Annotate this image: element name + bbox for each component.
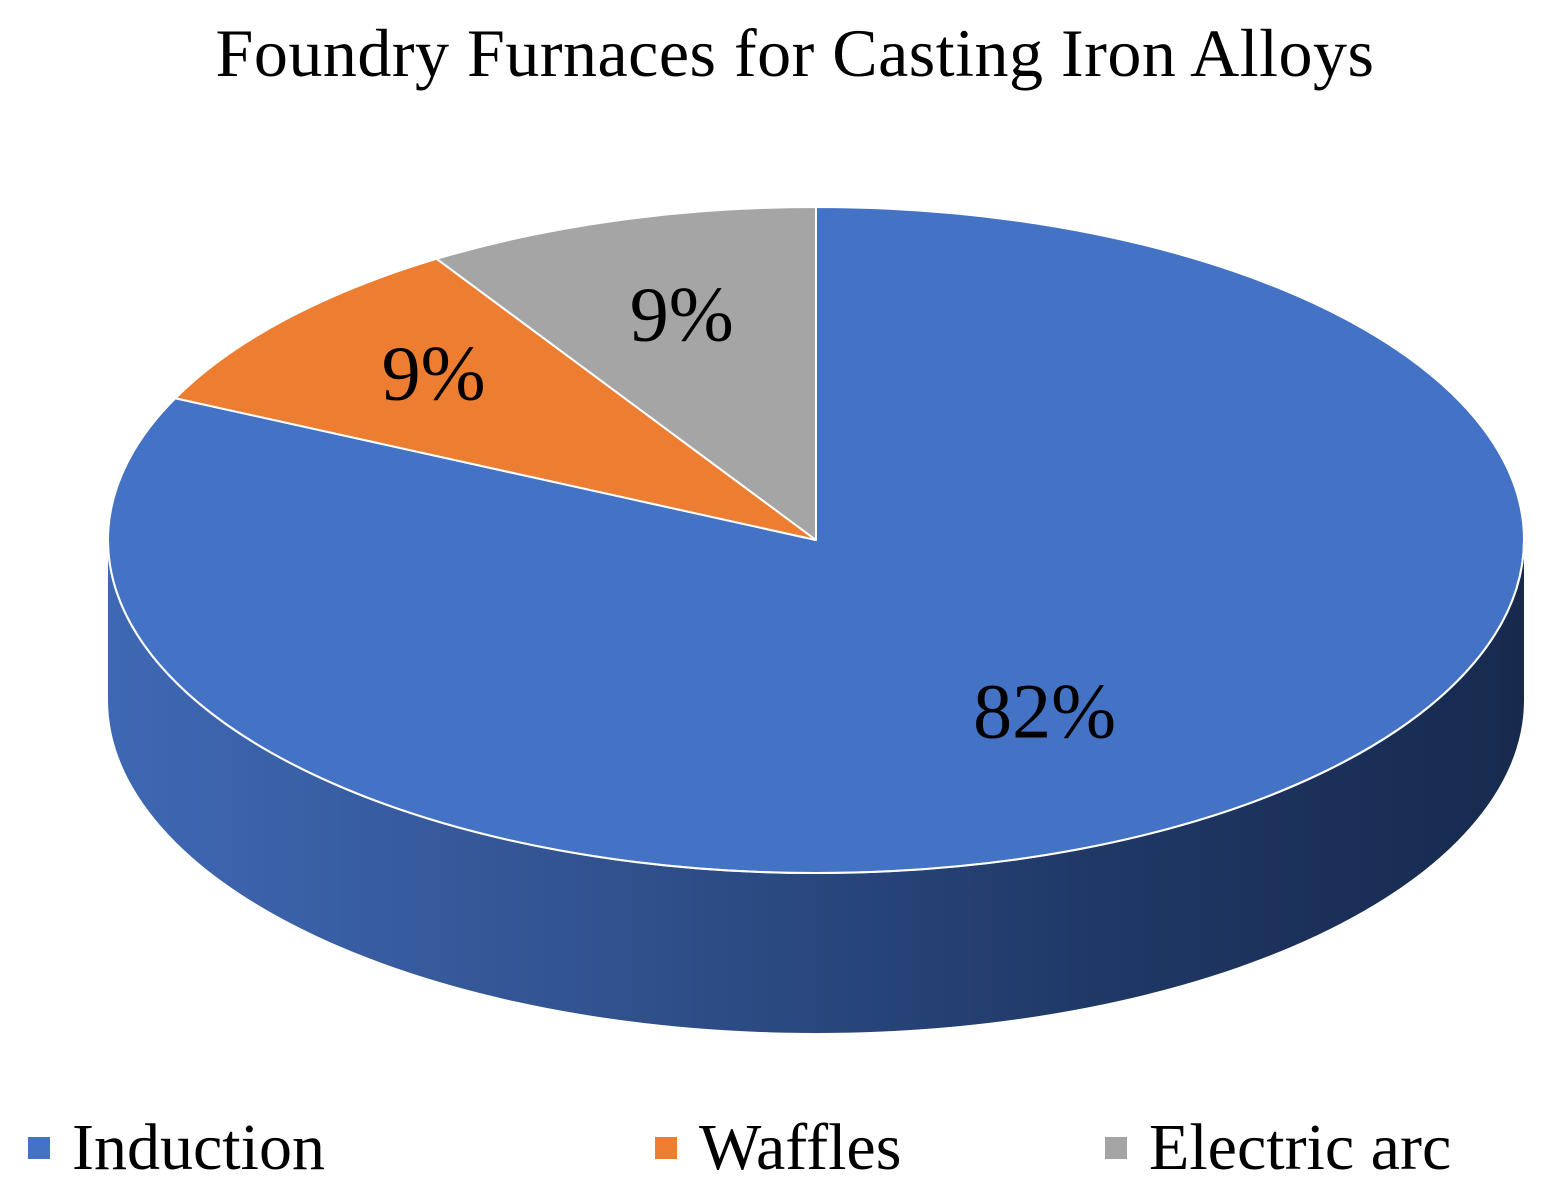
pie-slice-waffles [174,257,817,541]
pie-slice-electric-arc [435,206,817,541]
legend-item-induction: Induction [28,1108,325,1188]
legend-swatch-induction [28,1137,50,1159]
pie-label-layer: 82% 9% 9% [382,270,1117,754]
legend: Induction Waffles Electric arc [0,1108,1560,1188]
data-label-induction: 82% [973,668,1116,755]
legend-item-electric-arc: Electric arc [1105,1108,1451,1188]
legend-label-waffles: Waffles [699,1111,902,1184]
legend-swatch-electric-arc [1105,1137,1127,1159]
legend-label-electric-arc: Electric arc [1149,1111,1452,1184]
pie-top-layer [107,206,1525,874]
chart-title: Foundry Furnaces for Casting Iron Alloys [215,15,1375,91]
legend-swatch-waffles [655,1137,677,1159]
pie-rim [107,539,1525,874]
legend-label-induction: Induction [72,1111,325,1184]
pie-side-layer [108,540,1524,1033]
data-label-waffles: 9% [382,329,486,416]
data-label-electric-arc: 9% [630,270,734,357]
legend-item-waffles: Waffles [655,1108,901,1188]
pie-side-induction [108,540,1524,1033]
